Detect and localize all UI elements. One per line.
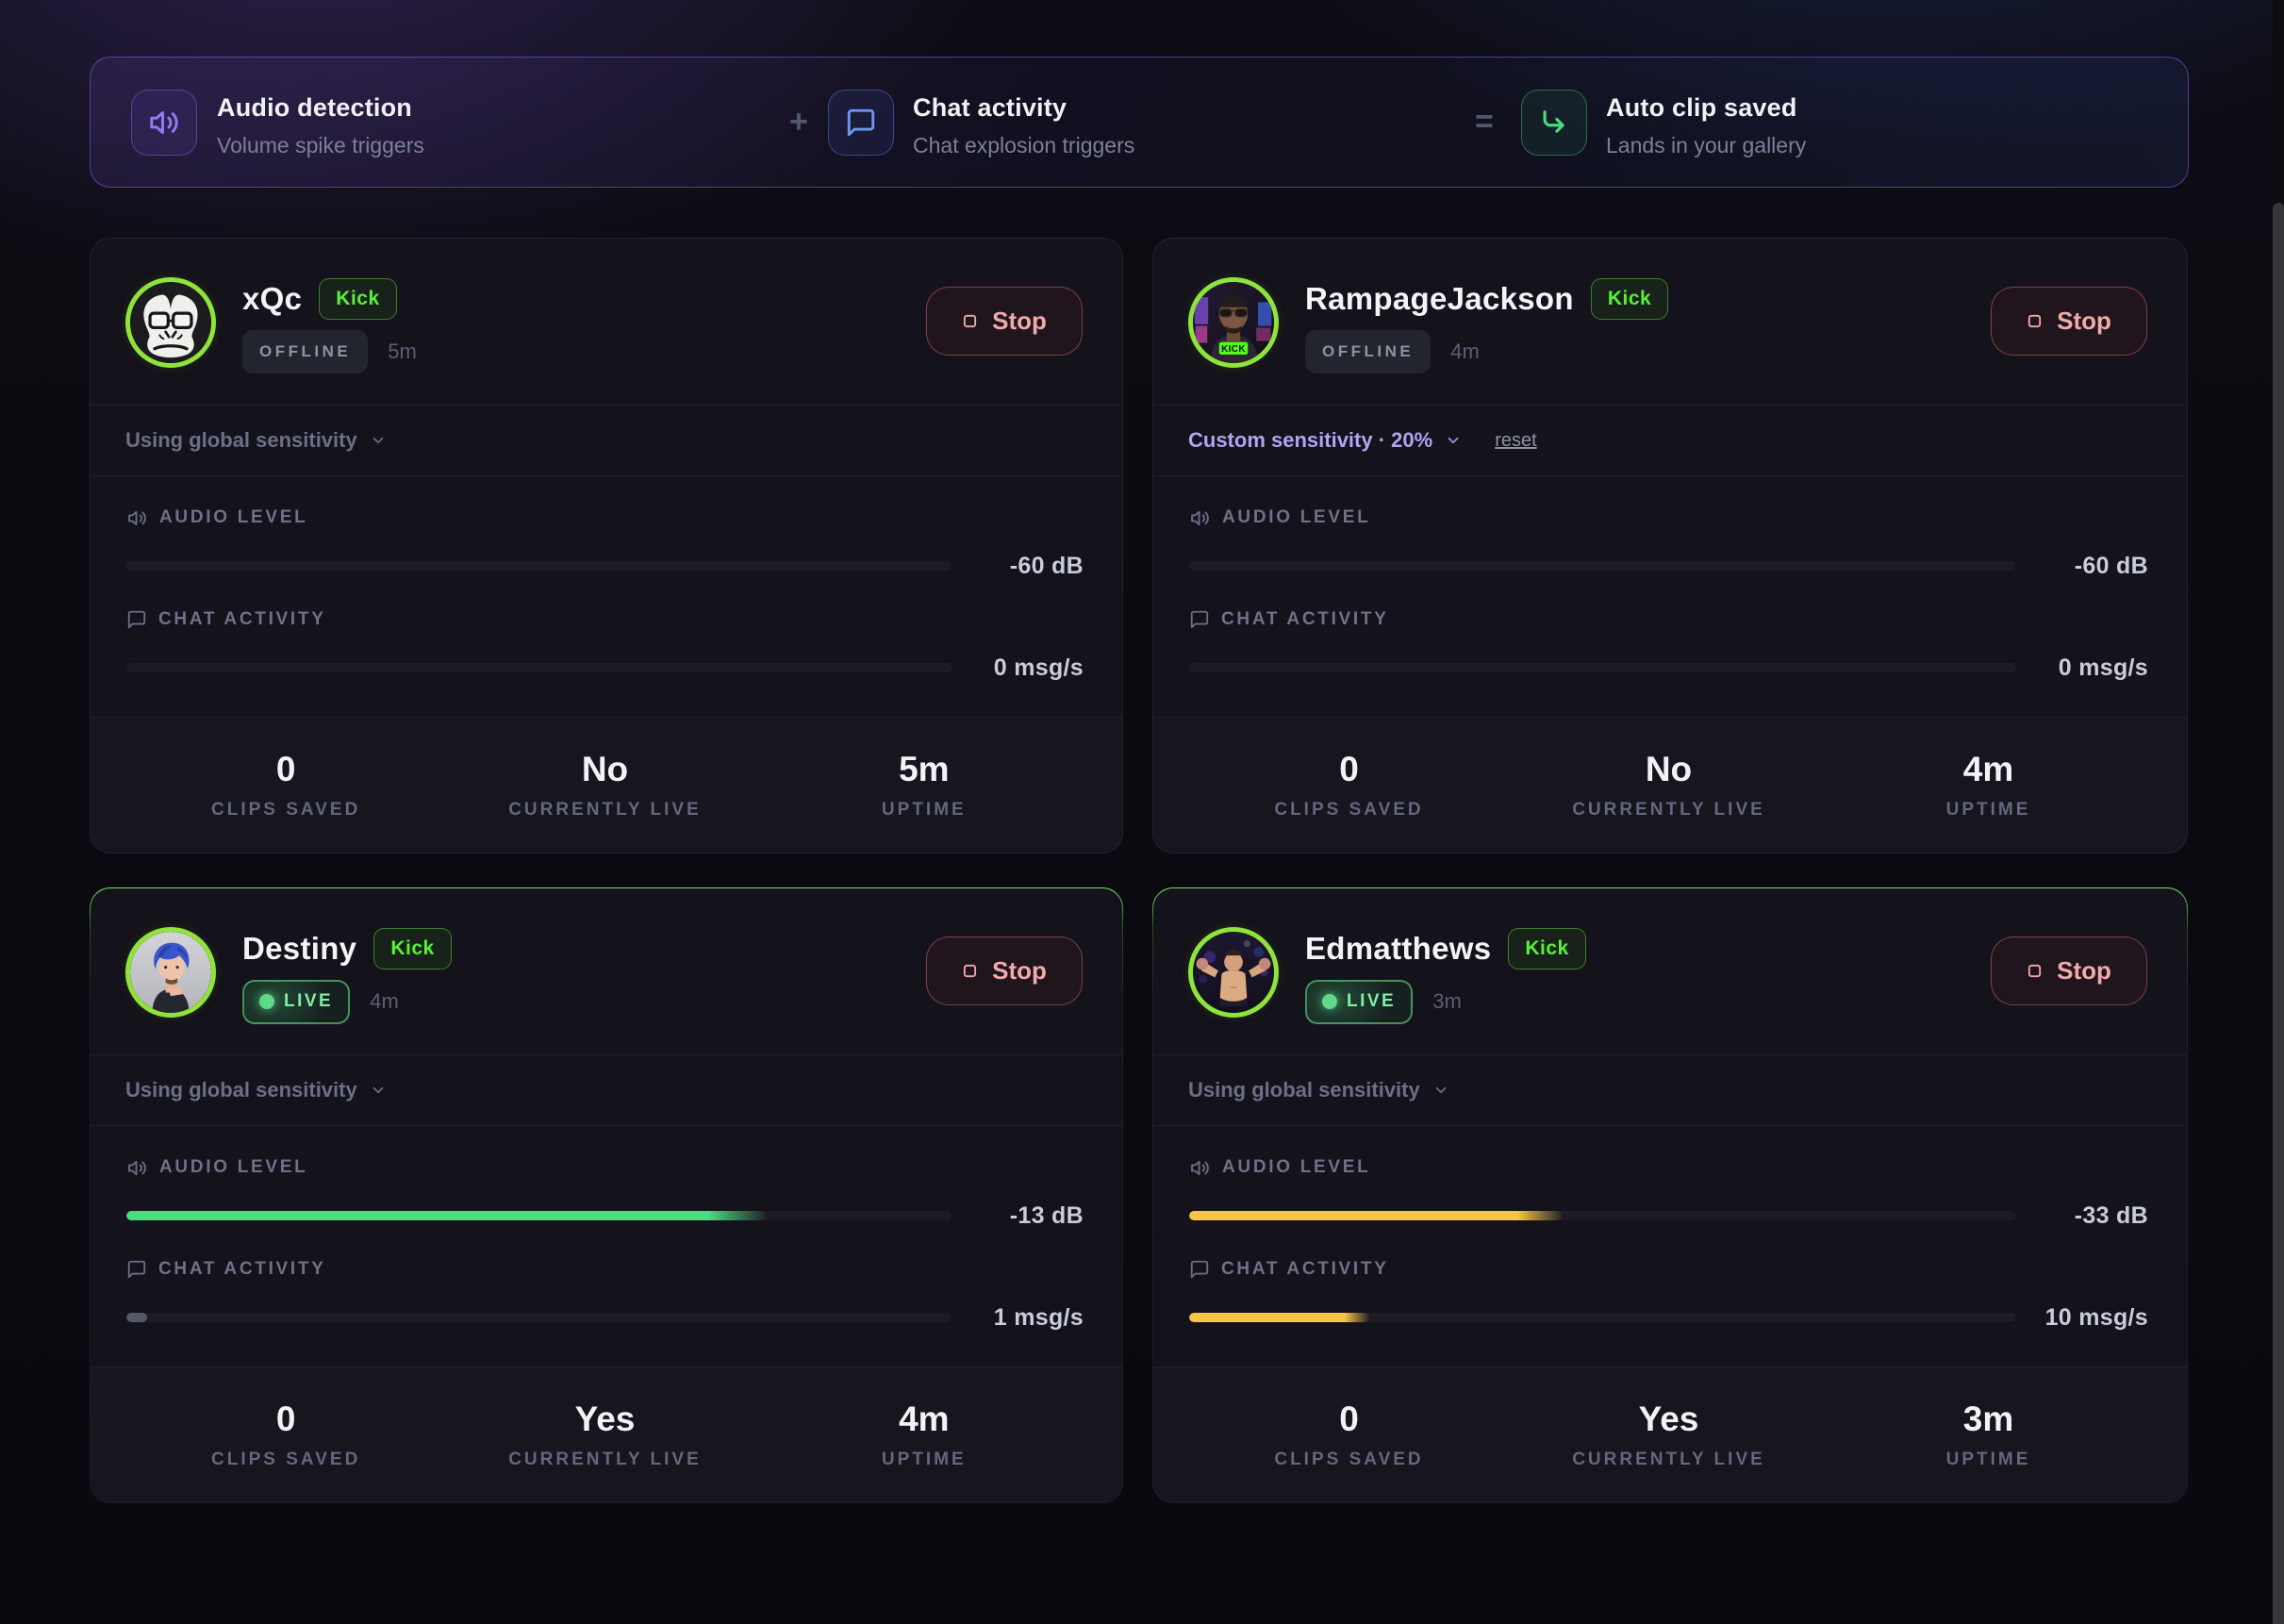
svg-text:KICK: KICK [1221,344,1246,355]
